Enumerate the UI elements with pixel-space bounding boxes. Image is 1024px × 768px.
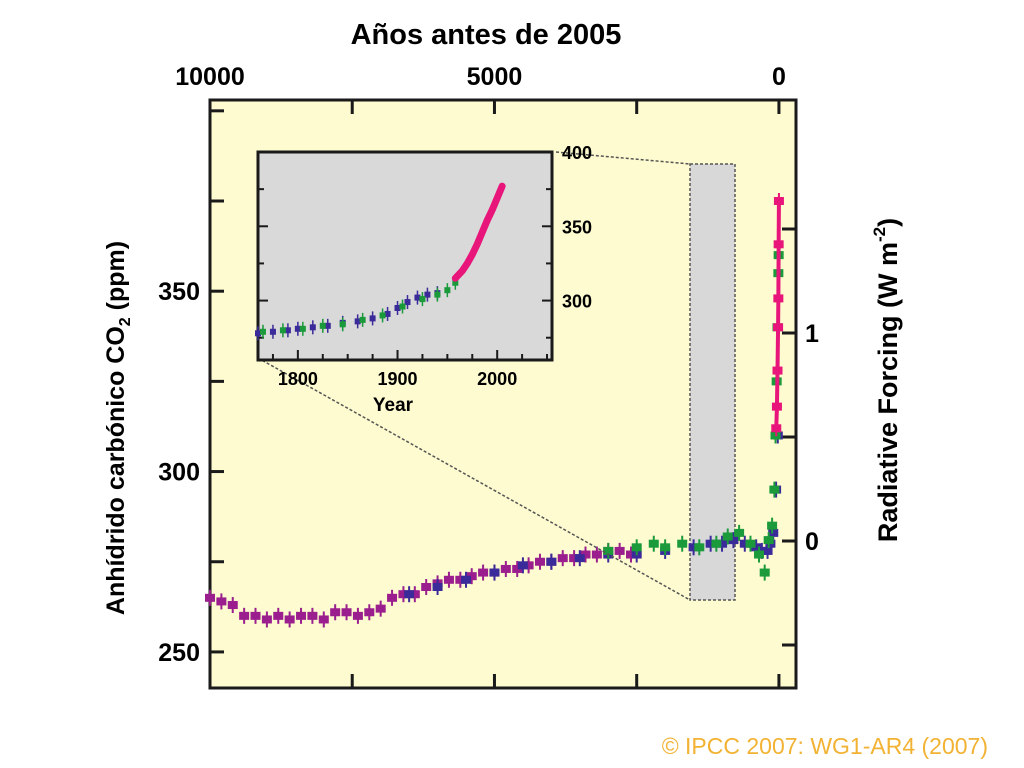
y-tick-label: 250 (158, 639, 200, 667)
right-axis-label: Radiative Forcing (W m-2) (870, 218, 903, 542)
modern-co2-line (774, 200, 781, 429)
inset-modern-line (451, 182, 506, 282)
inset-y-tick-label: 350 (562, 217, 592, 237)
y-tick-label: 350 (158, 278, 200, 306)
y-axis-label: Anhídrido carbónico CO2 (ppm) (102, 241, 134, 615)
copyright-notice: © IPCC 2007: WG1-AR4 (2007) (661, 733, 988, 759)
chart-title: Años antes de 2005 (351, 19, 622, 51)
right-tick-label: 0 (805, 528, 819, 556)
inset-x-tick-label: 1900 (378, 369, 418, 389)
x-tick-label: 5000 (467, 63, 523, 91)
inset-x-tick-label: 2000 (477, 369, 517, 389)
inset-x-axis-label: Year (373, 395, 414, 416)
zoom-connector-top (555, 151, 691, 165)
right-tick-label: 1 (805, 320, 819, 348)
x-tick-label: 0 (772, 63, 786, 91)
y-tick-label: 300 (158, 459, 200, 487)
highlight-region (689, 163, 736, 601)
zoom-connector-bottom (257, 357, 691, 601)
inset-x-tick-label: 1800 (278, 369, 318, 389)
inset-y-tick-label: 400 (562, 143, 592, 163)
inset-y-tick-label: 300 (562, 292, 592, 312)
x-tick-label: 10000 (175, 63, 245, 91)
